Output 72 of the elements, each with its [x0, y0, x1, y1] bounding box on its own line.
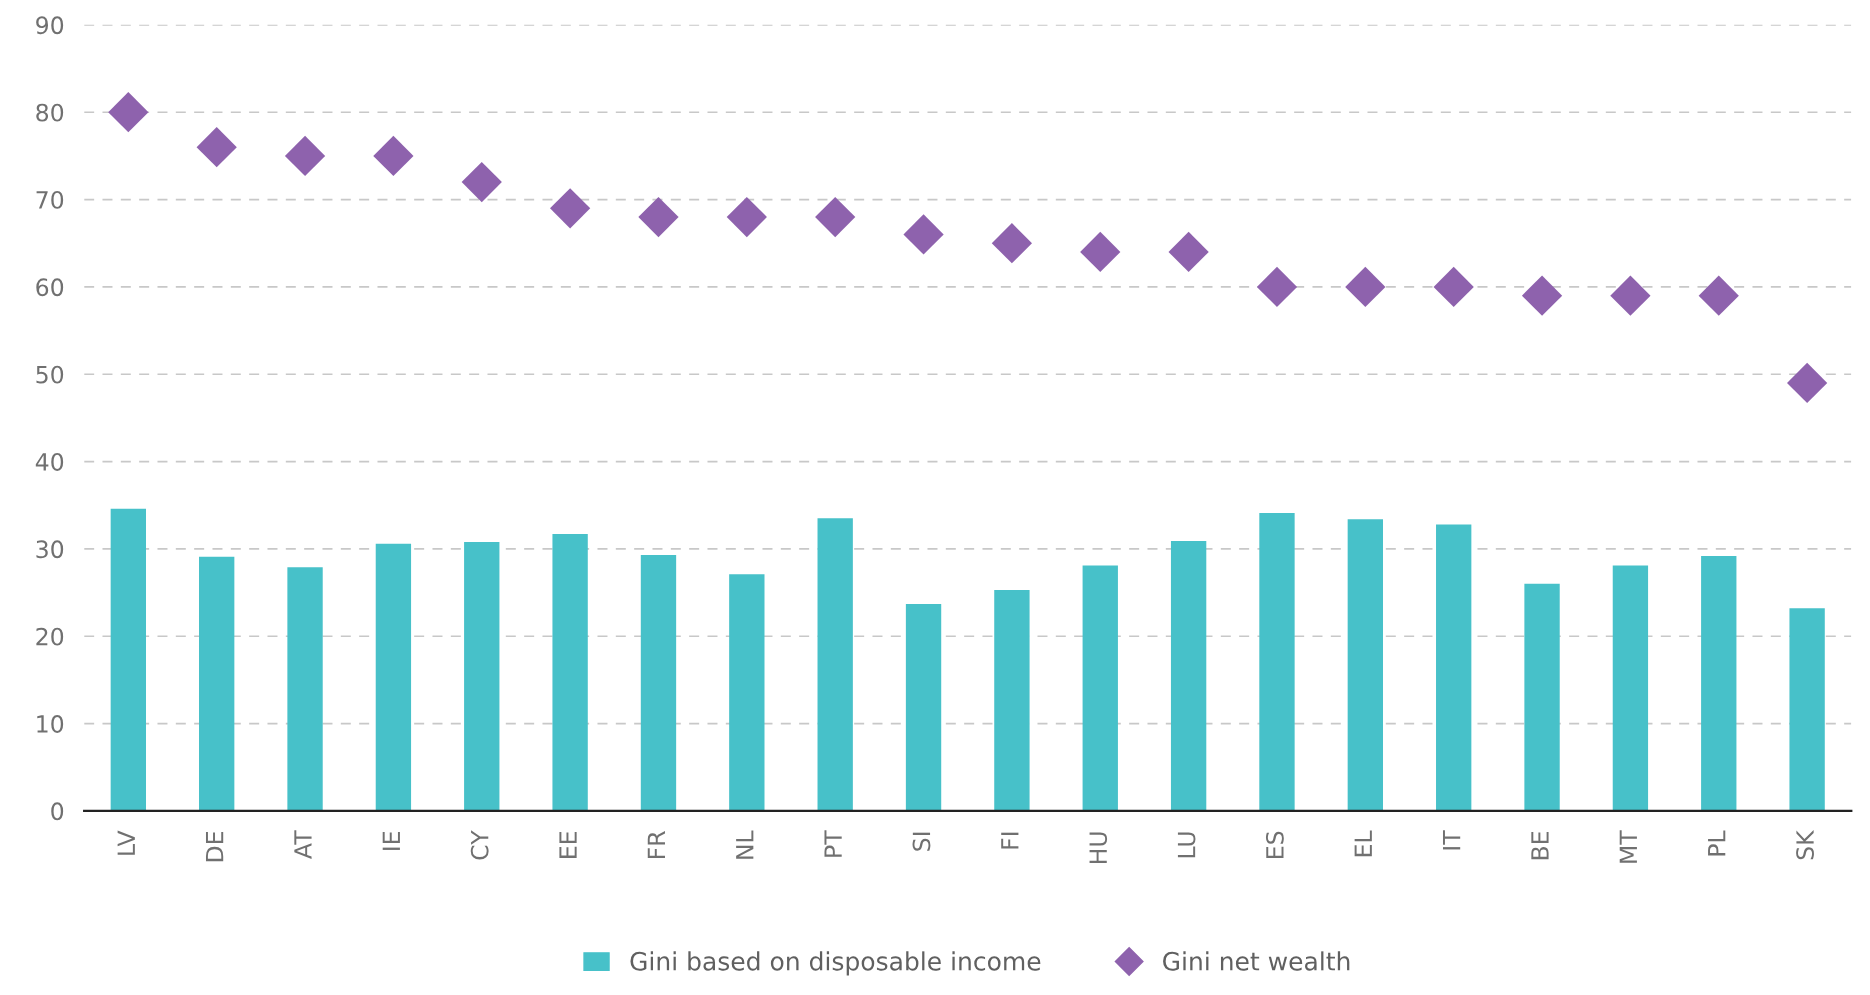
- x-tick-label: PT: [824, 830, 842, 857]
- bar: [1524, 583, 1560, 811]
- bar: [729, 574, 765, 811]
- point: [1698, 275, 1739, 316]
- y-tick-label: 20: [36, 627, 64, 646]
- bar: [1082, 565, 1118, 811]
- x-tick-label: SK: [1796, 829, 1814, 860]
- point: [196, 127, 237, 168]
- x-tick-label: FR: [647, 831, 665, 859]
- x-tick-label: IE: [382, 831, 400, 850]
- legend-label: Gini based on disposable income: [630, 951, 1041, 976]
- y-tick-label: 50: [36, 365, 64, 384]
- x-tick-label: AT: [294, 830, 312, 859]
- bar: [1701, 555, 1737, 811]
- y-tick-label: 40: [35, 453, 64, 471]
- bar: [110, 508, 146, 811]
- point: [1521, 275, 1563, 316]
- bar: [817, 518, 853, 811]
- bar: [905, 603, 942, 811]
- bar: [552, 534, 588, 811]
- bar: [1436, 524, 1472, 811]
- x-tick-label: IT: [1442, 830, 1461, 850]
- point: [991, 223, 1033, 264]
- legend-label: Gini net wealth: [1163, 951, 1350, 971]
- bar: [199, 556, 235, 811]
- x-tick-label: EE: [559, 831, 577, 858]
- y-tick-label: 60: [36, 278, 64, 297]
- point: [638, 196, 679, 238]
- point: [1080, 231, 1121, 273]
- x-tick-label: FI: [1001, 832, 1019, 849]
- x-tick-label: MT: [1619, 830, 1637, 863]
- y-tick-label: 70: [36, 191, 64, 209]
- y-tick-label: 90: [36, 16, 64, 35]
- point: [903, 214, 944, 255]
- bar: [464, 541, 500, 811]
- bar: [640, 555, 677, 811]
- y-tick-label: 30: [36, 540, 64, 559]
- bar: [1789, 608, 1825, 811]
- x-tick-label: NL: [736, 830, 754, 859]
- x-tick-label: PL: [1708, 830, 1726, 856]
- point: [1168, 231, 1209, 273]
- bar: [375, 543, 412, 811]
- point: [461, 161, 502, 203]
- x-tick-label: ES: [1265, 831, 1284, 858]
- point: [373, 135, 414, 177]
- point: [1345, 266, 1386, 308]
- bar: [994, 589, 1030, 811]
- y-tick-label: 80: [36, 103, 64, 122]
- bar: [1170, 541, 1207, 811]
- bar: [1612, 565, 1649, 811]
- point: [726, 196, 767, 238]
- point: [1787, 362, 1828, 404]
- x-tick-label: LU: [1177, 832, 1196, 858]
- point: [1256, 266, 1298, 308]
- point: [815, 196, 856, 238]
- x-tick-label: DE: [205, 831, 224, 862]
- bar: [287, 567, 323, 811]
- x-tick-label: LV: [117, 830, 135, 855]
- x-tick-label: CY: [470, 830, 489, 860]
- x-tick-label: SI: [912, 832, 931, 851]
- bar: [1347, 519, 1384, 811]
- point: [1610, 275, 1651, 316]
- y-tick-label: 10: [37, 715, 64, 733]
- x-tick-label: HU: [1089, 832, 1108, 864]
- bar: [1259, 513, 1295, 811]
- x-tick-label: EL: [1354, 830, 1372, 857]
- x-tick-label: BE: [1531, 831, 1549, 860]
- point: [108, 92, 149, 133]
- point: [284, 135, 326, 177]
- point: [549, 188, 591, 229]
- y-tick-label: 0: [51, 802, 64, 821]
- point: [1433, 266, 1474, 308]
